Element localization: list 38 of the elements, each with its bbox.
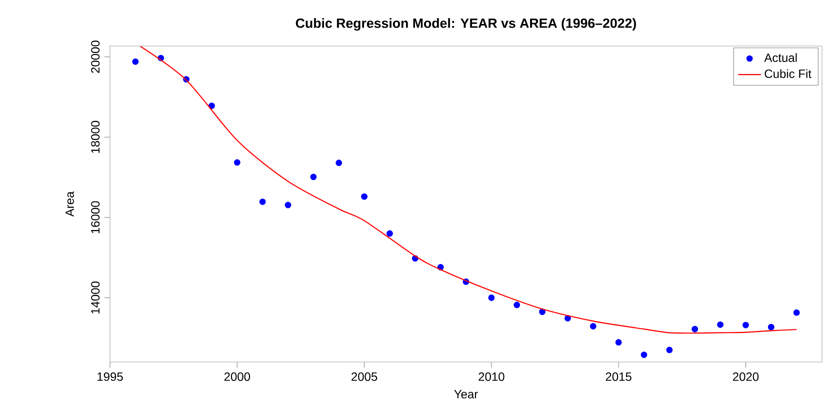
x-tick-label: 2000 (224, 372, 250, 381)
line-series (140, 46, 798, 334)
point (234, 159, 240, 166)
point (361, 193, 368, 200)
point (386, 230, 393, 237)
point (640, 352, 648, 358)
y-tick-label: 14000 (91, 282, 100, 314)
point (666, 346, 673, 354)
x-tick-label: 2010 (478, 372, 504, 381)
point (284, 202, 292, 208)
x-axis-title: Year (454, 390, 478, 398)
point (488, 294, 495, 301)
point (590, 323, 596, 330)
point (539, 308, 546, 316)
point (768, 324, 774, 330)
chart-title: Cubic Regression Model: YEAR vs AREA (1996–2022) (296, 18, 636, 31)
point (259, 198, 266, 205)
point (742, 322, 749, 328)
y-tick-label: 18000 (91, 120, 100, 153)
point (310, 174, 317, 180)
point (132, 58, 139, 65)
point (208, 102, 215, 110)
point (514, 302, 520, 308)
point (793, 309, 800, 316)
point (717, 321, 724, 328)
legend-label: Actual (764, 53, 797, 62)
x-tick-label: 2015 (606, 372, 632, 381)
point (564, 315, 571, 322)
y-tick-label: 16000 (91, 201, 100, 234)
x-tick-label: 1995 (98, 372, 123, 381)
point (692, 326, 698, 332)
point (615, 339, 622, 346)
point (336, 160, 342, 166)
legend-label: Cubic Fit (764, 69, 812, 78)
y-tick-label: 20000 (91, 40, 100, 73)
x-tick-label: 2020 (732, 372, 759, 381)
y-axis-title: Area (66, 191, 74, 217)
x-tick-label: 2005 (352, 372, 378, 381)
